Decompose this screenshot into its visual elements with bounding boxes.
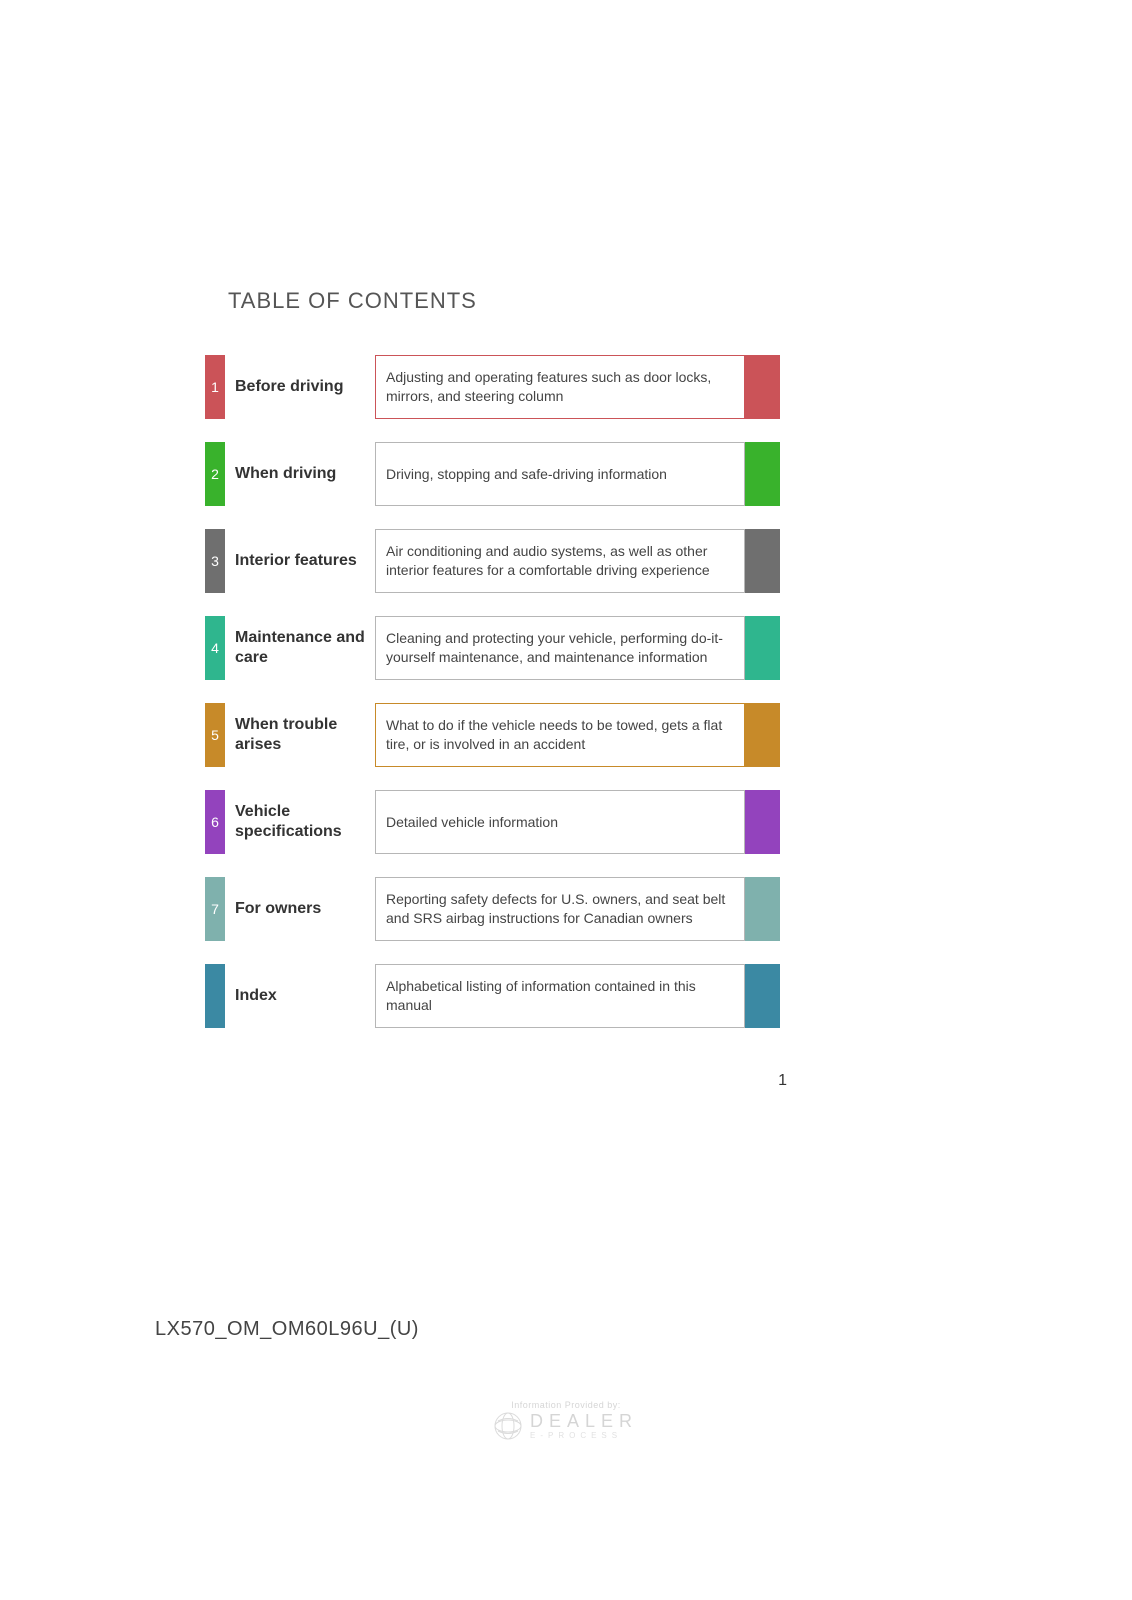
footer-brand-sub: E-PROCESS bbox=[530, 1432, 638, 1440]
chapter-description: Detailed vehicle information bbox=[375, 790, 745, 854]
chapter-end-tab bbox=[745, 529, 780, 593]
chapter-end-tab bbox=[745, 877, 780, 941]
toc-row: 3Interior featuresAir conditioning and a… bbox=[205, 529, 780, 593]
chapter-description: Driving, stopping and safe-driving infor… bbox=[375, 442, 745, 506]
chapter-number-tab: 1 bbox=[205, 355, 225, 419]
chapter-number-tab: 4 bbox=[205, 616, 225, 680]
toc-row: 2When drivingDriving, stopping and safe-… bbox=[205, 442, 780, 506]
chapter-end-tab bbox=[745, 616, 780, 680]
chapter-end-tab bbox=[745, 790, 780, 854]
chapter-title: Index bbox=[225, 964, 375, 1028]
chapter-end-tab bbox=[745, 703, 780, 767]
chapter-description: Cleaning and protecting your vehicle, pe… bbox=[375, 616, 745, 680]
chapter-number-tab: 5 bbox=[205, 703, 225, 767]
chapter-title: Maintenance and care bbox=[225, 616, 375, 680]
chapter-title: Vehicle specifications bbox=[225, 790, 375, 854]
toc-row: 1Before drivingAdjusting and operating f… bbox=[205, 355, 780, 419]
toc-row: 4Maintenance and careCleaning and protec… bbox=[205, 616, 780, 680]
chapter-number-tab: 6 bbox=[205, 790, 225, 854]
toc-row: IndexAlphabetical listing of information… bbox=[205, 964, 780, 1028]
chapter-description: Adjusting and operating features such as… bbox=[375, 355, 745, 419]
document-code: LX570_OM_OM60L96U_(U) bbox=[155, 1318, 419, 1341]
toc-row: 6Vehicle specificationsDetailed vehicle … bbox=[205, 790, 780, 854]
toc-heading: TABLE OF CONTENTS bbox=[228, 288, 477, 314]
chapter-number-tab: 3 bbox=[205, 529, 225, 593]
chapter-number-tab bbox=[205, 964, 225, 1028]
chapter-end-tab bbox=[745, 964, 780, 1028]
chapter-title: For owners bbox=[225, 877, 375, 941]
footer-brand-main: DEALER bbox=[530, 1412, 638, 1430]
toc-row: 5When trouble arisesWhat to do if the ve… bbox=[205, 703, 780, 767]
chapter-title: Interior features bbox=[225, 529, 375, 593]
footer-logo: Information Provided by: DEALER E-PROCES… bbox=[0, 1400, 1132, 1440]
page: TABLE OF CONTENTS 1Before drivingAdjusti… bbox=[0, 0, 1132, 1600]
footer-provided-by: Information Provided by: bbox=[511, 1400, 621, 1410]
chapter-title: When driving bbox=[225, 442, 375, 506]
chapter-description: Air conditioning and audio systems, as w… bbox=[375, 529, 745, 593]
footer-brand: DEALER E-PROCESS bbox=[494, 1412, 638, 1440]
toc-row: 7For ownersReporting safety defects for … bbox=[205, 877, 780, 941]
chapter-description: Alphabetical listing of information cont… bbox=[375, 964, 745, 1028]
chapter-title: Before driving bbox=[225, 355, 375, 419]
chapter-end-tab bbox=[745, 355, 780, 419]
chapter-end-tab bbox=[745, 442, 780, 506]
toc-list: 1Before drivingAdjusting and operating f… bbox=[205, 355, 780, 1051]
page-number: 1 bbox=[778, 1072, 787, 1090]
chapter-title: When trouble arises bbox=[225, 703, 375, 767]
chapter-number-tab: 7 bbox=[205, 877, 225, 941]
chapter-description: What to do if the vehicle needs to be to… bbox=[375, 703, 745, 767]
dealer-globe-icon bbox=[494, 1412, 522, 1440]
chapter-number-tab: 2 bbox=[205, 442, 225, 506]
chapter-description: Reporting safety defects for U.S. owners… bbox=[375, 877, 745, 941]
footer-brand-text: DEALER E-PROCESS bbox=[530, 1412, 638, 1440]
